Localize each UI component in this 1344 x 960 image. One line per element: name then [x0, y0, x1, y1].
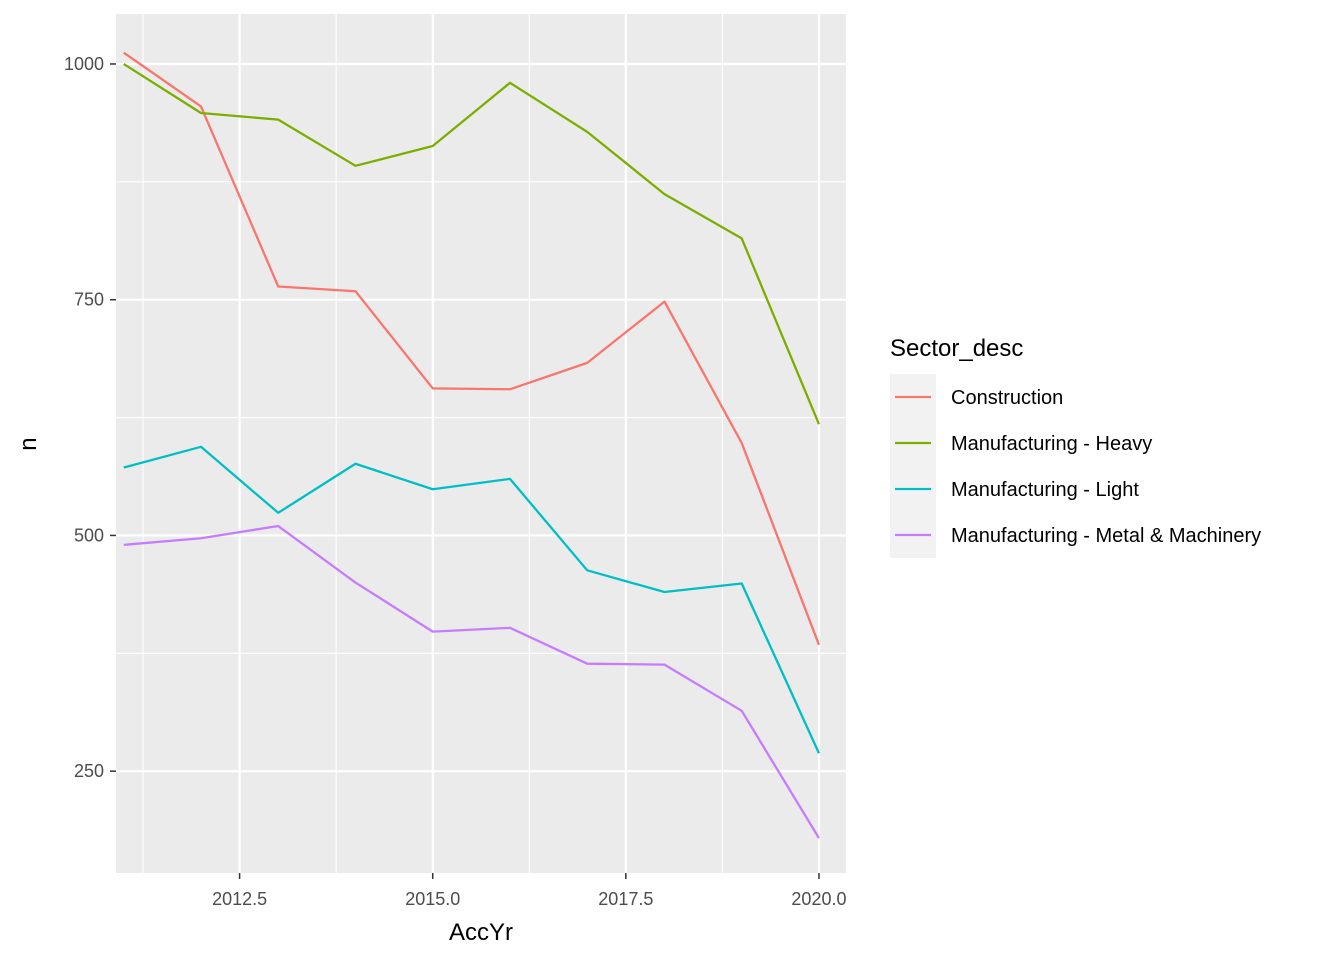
series-line-4: [123, 524, 820, 839]
plot-panel: [116, 14, 846, 873]
y-tick-label: 1000: [64, 54, 104, 74]
series-line-1: [123, 51, 821, 646]
y-tick-label: 500: [74, 525, 104, 545]
series-line-2: [123, 62, 821, 425]
legend-label: Construction: [951, 387, 1063, 409]
y-axis-title: n: [15, 437, 42, 450]
series-lines: [123, 51, 821, 839]
series-line-3: [123, 445, 821, 754]
x-tick-label: 2012.5: [212, 889, 267, 909]
x-tick-label: 2015.0: [405, 889, 460, 909]
y-tick-label: 250: [74, 761, 104, 781]
major-gridlines: [116, 14, 846, 873]
legend-label: Manufacturing - Metal & Machinery: [951, 525, 1261, 547]
legend-label: Manufacturing - Light: [951, 479, 1139, 501]
legend-title: Sector_desc: [890, 335, 1023, 362]
minor-gridlines: [116, 14, 846, 873]
legend: Sector_desc Construction Manufacturing - …: [890, 335, 1261, 558]
y-axis: 250 500 750 1000: [64, 54, 116, 781]
y-tick-label: 750: [74, 290, 104, 310]
x-axis-title: AccYr: [449, 919, 513, 946]
legend-label: Manufacturing - Heavy: [951, 433, 1152, 455]
x-tick-label: 2020.0: [791, 889, 846, 909]
x-tick-label: 2017.5: [598, 889, 653, 909]
x-axis: 2012.5 2015.0 2017.5 2020.0: [212, 873, 846, 909]
